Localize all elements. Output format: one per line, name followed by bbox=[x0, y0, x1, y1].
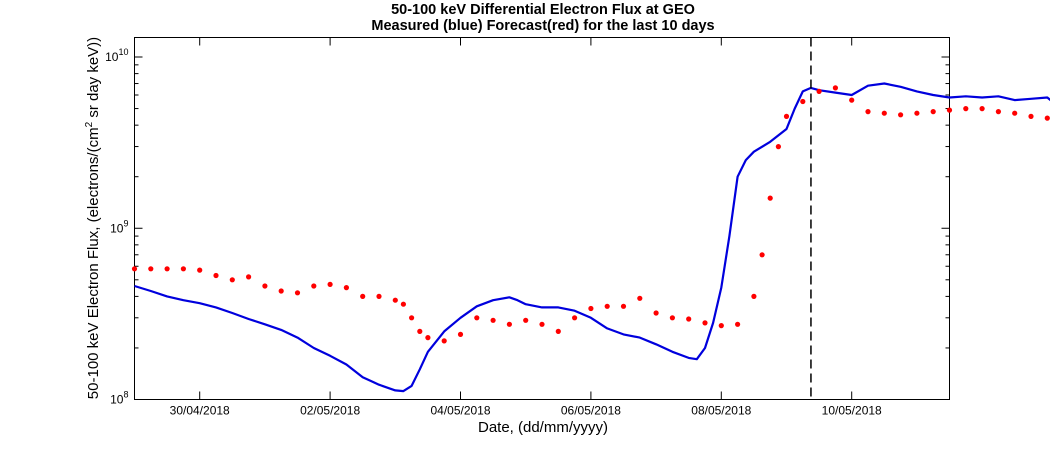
series-layer bbox=[131, 37, 1050, 400]
forecast-point bbox=[213, 272, 219, 279]
forecast-point bbox=[653, 310, 659, 316]
forecast-point bbox=[417, 328, 423, 334]
forecast-point bbox=[555, 328, 561, 334]
forecast-point bbox=[914, 110, 920, 116]
x-tick-label: 04/05/2018 bbox=[430, 404, 490, 418]
y-tick-exp: 8 bbox=[123, 390, 128, 400]
forecast-point bbox=[816, 88, 822, 94]
x-tick-label: 30/04/2018 bbox=[170, 404, 230, 418]
chart-title: 50-100 keV Differential Electron Flux at… bbox=[391, 2, 695, 18]
y-tick-label: 108 bbox=[110, 390, 128, 407]
forecast-point bbox=[343, 285, 349, 291]
forecast-point bbox=[930, 109, 936, 115]
forecast-point bbox=[775, 144, 782, 150]
plot-area-frame bbox=[134, 37, 950, 400]
forecast-point bbox=[539, 321, 545, 327]
y-tick-base: 10 bbox=[110, 221, 124, 235]
y-tick-exp: 10 bbox=[118, 47, 128, 57]
forecast-point bbox=[800, 98, 806, 105]
forecast-point bbox=[400, 301, 406, 307]
y-axis-label: 50-100 keV Electron Flux, (electrons/(cm… bbox=[84, 37, 102, 399]
y-axis-label-prefix: 50-100 keV Electron Flux, (electrons/(cm bbox=[85, 127, 102, 399]
forecast-point bbox=[620, 303, 627, 309]
y-tick-exp: 9 bbox=[123, 218, 128, 228]
y-tick-label: 109 bbox=[110, 218, 128, 235]
forecast-point bbox=[490, 317, 496, 323]
forecast-point bbox=[963, 106, 969, 112]
forecast-point bbox=[767, 195, 773, 201]
x-tick-label: 02/05/2018 bbox=[300, 404, 360, 418]
x-tick-label: 06/05/2018 bbox=[561, 404, 621, 418]
x-axis-label: Date, (dd/mm/yyyy) bbox=[478, 419, 608, 436]
forecast-point bbox=[246, 274, 252, 280]
forecast-point bbox=[751, 293, 757, 299]
forecast-point bbox=[572, 315, 578, 321]
forecast-point bbox=[783, 113, 790, 119]
forecast-point bbox=[506, 321, 512, 327]
forecast-point bbox=[735, 321, 741, 327]
y-tick-base: 10 bbox=[110, 393, 124, 407]
forecast-point bbox=[523, 317, 529, 323]
forecast-point bbox=[702, 320, 708, 326]
forecast-point bbox=[278, 288, 284, 294]
y-tick-label: 1010 bbox=[105, 47, 128, 64]
forecast-point bbox=[262, 283, 268, 289]
forecast-point bbox=[474, 315, 480, 321]
forecast-point bbox=[425, 335, 431, 341]
forecast-point bbox=[979, 106, 985, 112]
forecast-point bbox=[376, 293, 382, 299]
forecast-point bbox=[131, 266, 138, 272]
forecast-point bbox=[686, 316, 692, 322]
forecast-point bbox=[1044, 115, 1050, 121]
series-line-measured bbox=[134, 82, 1050, 393]
forecast-point bbox=[849, 97, 855, 103]
forecast-point bbox=[180, 266, 186, 272]
forecast-point bbox=[360, 293, 366, 299]
forecast-point bbox=[669, 315, 676, 321]
forecast-point bbox=[294, 290, 301, 296]
x-axis: 30/04/2018 02/05/2018 04/05/2018 06/05/2018… bbox=[170, 37, 882, 418]
forecast-point bbox=[946, 107, 953, 113]
forecast-point bbox=[327, 281, 333, 287]
forecast-point bbox=[604, 303, 610, 309]
forecast-point bbox=[1012, 110, 1018, 116]
forecast-point bbox=[148, 266, 154, 272]
forecast-point bbox=[197, 267, 203, 273]
forecast-point bbox=[881, 110, 887, 116]
forecast-point bbox=[441, 338, 447, 344]
forecast-point bbox=[832, 85, 839, 91]
forecast-point bbox=[229, 277, 235, 283]
y-axis-label-sup: 2 bbox=[84, 121, 95, 127]
forecast-point bbox=[865, 109, 871, 115]
forecast-point bbox=[1028, 113, 1034, 119]
forecast-point bbox=[637, 295, 643, 301]
forecast-point bbox=[995, 109, 1002, 115]
forecast-point bbox=[588, 305, 594, 312]
forecast-point bbox=[392, 297, 398, 303]
chart-subtitle: Measured (blue) Forecast(red) for the la… bbox=[371, 18, 714, 34]
forecast-point bbox=[311, 283, 317, 289]
forecast-point bbox=[409, 315, 415, 321]
forecast-point bbox=[898, 112, 904, 118]
y-axis-label-suffix: sr day keV)) bbox=[85, 37, 102, 122]
forecast-point bbox=[759, 252, 765, 258]
y-tick-base: 10 bbox=[105, 50, 119, 64]
forecast-point bbox=[457, 331, 464, 337]
series-markers-forecast bbox=[131, 85, 1050, 344]
x-tick-label: 10/05/2018 bbox=[822, 404, 882, 418]
forecast-point bbox=[718, 323, 724, 329]
x-tick-label: 08/05/2018 bbox=[691, 404, 751, 418]
forecast-point bbox=[164, 266, 170, 272]
